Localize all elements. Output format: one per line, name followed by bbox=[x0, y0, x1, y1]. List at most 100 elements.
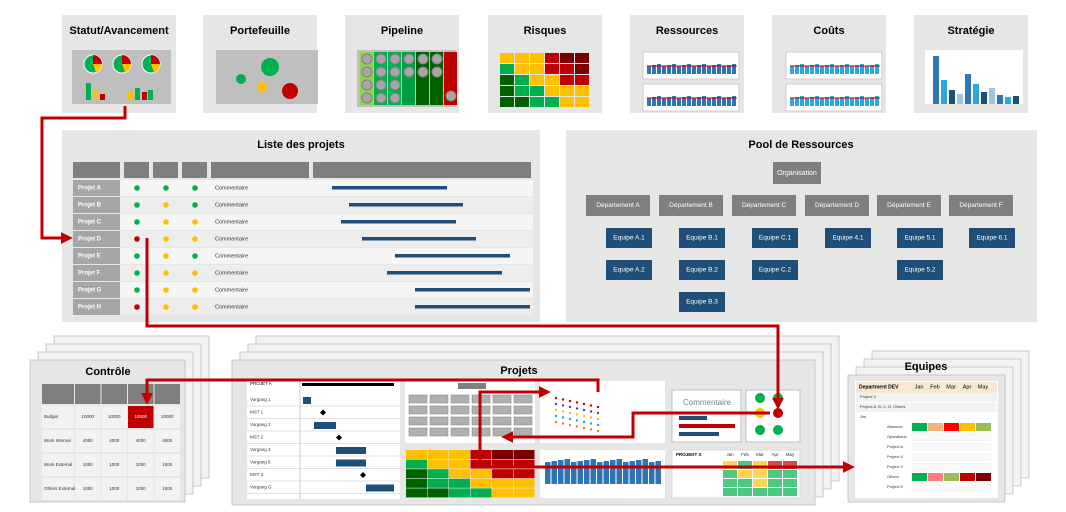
label: Equipe B.2 bbox=[686, 267, 718, 274]
label: Vorgang 1 bbox=[250, 397, 271, 402]
mini-bar bbox=[855, 65, 859, 74]
heat-cell bbox=[470, 478, 492, 488]
mini-cell bbox=[753, 470, 767, 478]
mini-bar bbox=[845, 96, 849, 106]
team-node bbox=[679, 260, 725, 280]
mini-bar bbox=[790, 98, 794, 106]
bubble bbox=[257, 82, 267, 92]
mini-cell bbox=[753, 479, 767, 487]
panel-title: Portefeuille bbox=[230, 25, 290, 37]
table-cell bbox=[75, 454, 101, 476]
label: Work Internal bbox=[44, 438, 71, 443]
panel-title: Projets bbox=[500, 365, 537, 377]
pipeline-item bbox=[361, 66, 373, 78]
heat-cell bbox=[449, 488, 470, 498]
mini-bar bbox=[870, 65, 874, 74]
pipeline-item bbox=[389, 79, 401, 91]
mini-bar bbox=[662, 66, 666, 74]
pie-slice bbox=[122, 55, 131, 64]
panel-title: Ressources bbox=[656, 25, 718, 37]
mini-tile bbox=[450, 405, 470, 415]
pipeline-item bbox=[389, 92, 401, 104]
mini-cell bbox=[959, 453, 976, 461]
status-dot bbox=[163, 270, 169, 276]
table-cell bbox=[154, 430, 180, 452]
row-band bbox=[856, 393, 997, 402]
mini-bar bbox=[667, 97, 671, 106]
heat-cell bbox=[575, 64, 589, 74]
label: 1000 bbox=[83, 486, 94, 491]
header-cell bbox=[124, 162, 149, 178]
mini-cell bbox=[975, 463, 992, 471]
label: Projet D bbox=[78, 237, 102, 243]
mini-bar bbox=[860, 64, 864, 74]
heat-cell bbox=[515, 86, 529, 96]
label: May bbox=[786, 452, 795, 457]
department-node bbox=[949, 195, 1013, 216]
team-node bbox=[897, 260, 943, 280]
flow-arrow bbox=[40, 106, 127, 244]
pipeline-item bbox=[375, 92, 387, 104]
label: Equipe 4.1 bbox=[832, 235, 863, 242]
panel-title: Equipes bbox=[905, 361, 948, 373]
scatter-dot bbox=[554, 408, 558, 412]
mini-cell bbox=[912, 473, 927, 481]
flow-arrow bbox=[141, 378, 600, 405]
mini-tile bbox=[429, 416, 449, 426]
status-dot bbox=[192, 253, 198, 259]
label: Others External bbox=[44, 486, 75, 491]
mini-bar bbox=[933, 56, 939, 104]
row-header bbox=[42, 454, 74, 476]
mini-cell bbox=[927, 453, 944, 461]
mini-cell bbox=[959, 483, 976, 491]
label: Equipe A.2 bbox=[613, 267, 645, 274]
mini-bar bbox=[545, 462, 551, 484]
label: Absence bbox=[887, 424, 903, 429]
heat-cell bbox=[449, 469, 470, 479]
heat-cell bbox=[492, 450, 513, 459]
heat-cell bbox=[575, 86, 589, 96]
label: Projet H bbox=[78, 305, 101, 311]
gantt-bar bbox=[349, 203, 463, 207]
scatter-dot bbox=[561, 410, 565, 413]
status-light bbox=[755, 425, 765, 435]
header-cell bbox=[101, 384, 127, 404]
mini-bar bbox=[1013, 96, 1019, 104]
label: Projet E bbox=[78, 254, 101, 260]
mini-cell bbox=[783, 479, 797, 487]
scatter-dot bbox=[582, 402, 586, 406]
label: Commentaire bbox=[215, 202, 248, 208]
heat-cell bbox=[513, 469, 535, 479]
mini-bar bbox=[722, 98, 726, 106]
mini-cell bbox=[738, 470, 752, 478]
team-node bbox=[606, 228, 652, 248]
panel-title: Pool de Ressources bbox=[748, 139, 853, 151]
scatter-dot bbox=[596, 417, 600, 421]
mini-bar bbox=[850, 66, 854, 74]
status-dot bbox=[134, 253, 140, 259]
table-cell bbox=[128, 454, 154, 476]
label: Jim bbox=[860, 414, 867, 419]
mini-bar bbox=[697, 65, 701, 74]
gantt-bar bbox=[336, 447, 366, 454]
heat-cell bbox=[470, 469, 492, 479]
header-cell bbox=[42, 384, 74, 404]
mini-cell bbox=[927, 443, 944, 451]
mini-bar bbox=[558, 460, 564, 484]
label: Projet C bbox=[78, 220, 102, 226]
mini-bar bbox=[712, 97, 716, 106]
mini-bar bbox=[835, 98, 839, 106]
mini-bar bbox=[623, 462, 629, 484]
mini-bar bbox=[840, 65, 844, 74]
mini-bar bbox=[692, 66, 696, 74]
scatter-dot bbox=[575, 401, 579, 404]
mini-bar bbox=[629, 461, 635, 484]
bubble bbox=[236, 74, 246, 84]
mini-tile bbox=[492, 416, 512, 426]
label: Project X bbox=[887, 464, 904, 469]
pipeline-item bbox=[445, 90, 457, 102]
pipeline-column bbox=[430, 52, 443, 105]
table-cell bbox=[101, 454, 127, 476]
label: 4000 bbox=[136, 438, 147, 443]
scatter-dot bbox=[575, 419, 579, 422]
